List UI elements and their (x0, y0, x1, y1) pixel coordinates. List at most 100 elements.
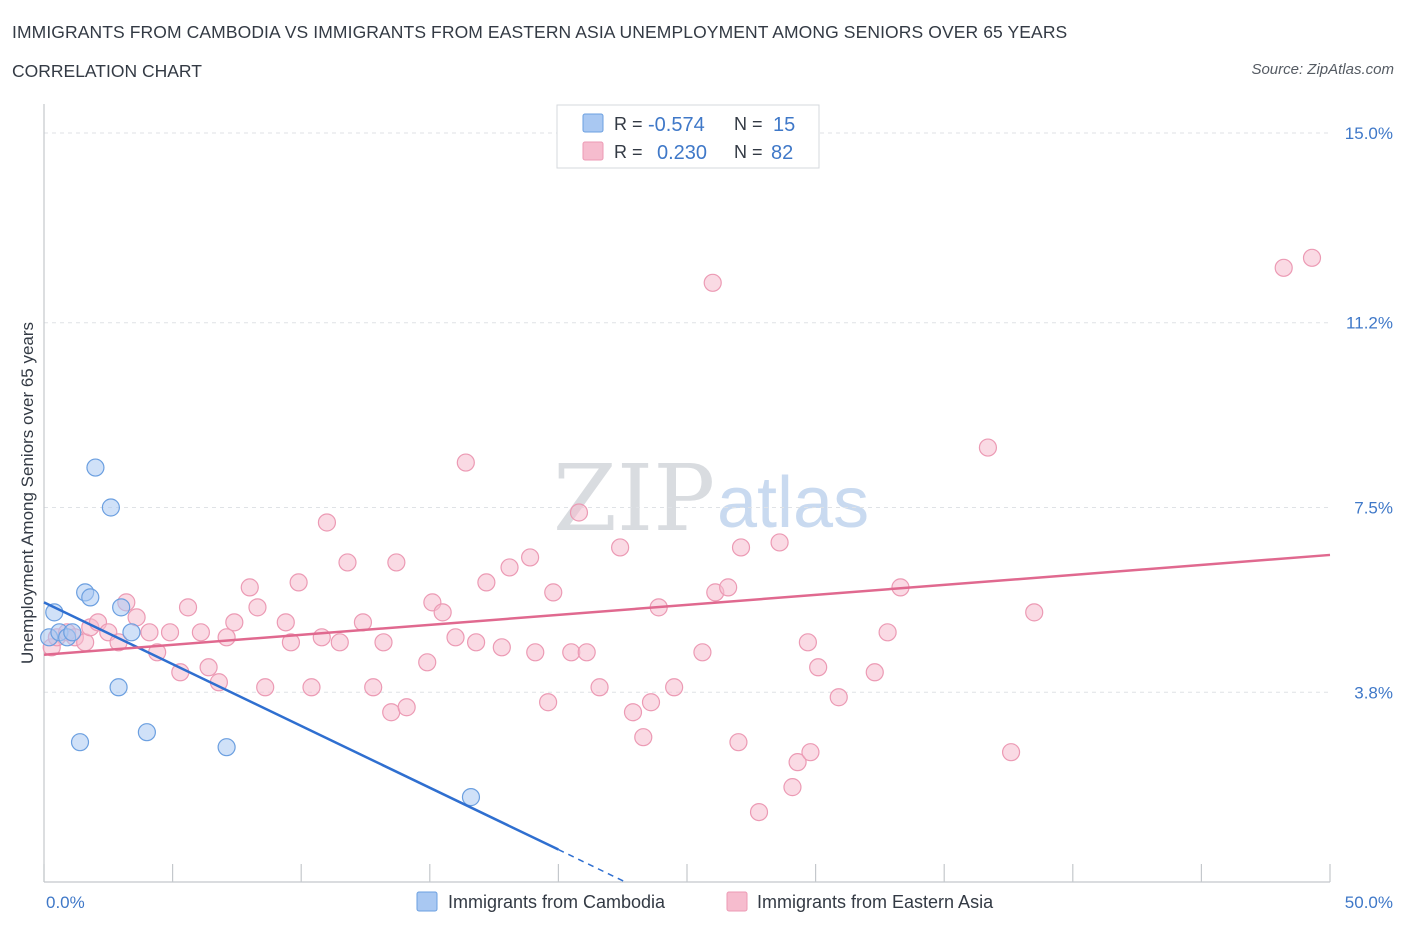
eastern-asia-point-64 (703, 273, 722, 292)
eastern-asia-point-26 (289, 573, 308, 592)
eastern-asia-point-16 (191, 623, 210, 642)
cambodia-point-15 (461, 788, 481, 807)
eastern-asia-point-65 (729, 733, 748, 752)
eastern-asia-point-63 (719, 578, 738, 597)
eastern-asia-point-48 (526, 643, 545, 662)
y-axis-label: Unemployment Among Seniors over 65 years (18, 322, 37, 664)
cambodia-point-4 (63, 623, 82, 642)
eastern-asia-point-21 (240, 578, 259, 597)
chart-subtitle: CORRELATION CHART (12, 61, 202, 81)
eastern-asia-point-46 (500, 558, 519, 577)
eastern-asia-point-43 (466, 633, 486, 652)
eastern-asia-point-37 (397, 698, 416, 717)
eastern-asia-point-47 (521, 548, 540, 567)
eastern-asia-point-11 (140, 623, 159, 642)
eastern-asia-point-79 (1001, 743, 1021, 762)
chart-title: IMMIGRANTS FROM CAMBODIA VS IMMIGRANTS F… (12, 22, 1068, 42)
eastern-asia-point-66 (749, 802, 769, 822)
eastern-asia-point-20 (225, 613, 244, 632)
eastern-asia-point-70 (788, 753, 807, 772)
cambodia-point-8 (86, 458, 105, 477)
legend-n-label-eastern-asia: N = (734, 142, 763, 162)
eastern-asia-point-69 (783, 778, 802, 797)
gridlines (44, 132, 1330, 693)
eastern-asia-point-50 (544, 583, 563, 602)
eastern-asia-point-67 (731, 538, 751, 557)
eastern-asia-point-15 (178, 598, 198, 617)
eastern-asia-point-19 (217, 628, 236, 647)
eastern-asia-point-24 (276, 613, 295, 632)
cambodia-point-5 (70, 733, 90, 752)
legend-r-label-eastern-asia: R = (614, 142, 643, 162)
eastern-asia-point-53 (577, 643, 596, 662)
eastern-asia-point-52 (569, 503, 589, 522)
eastern-asia-point-22 (248, 598, 267, 617)
watermark-zip: ZIP (553, 445, 715, 552)
legend-swatch-cambodia (582, 113, 604, 133)
eastern-asia-point-55 (611, 538, 630, 557)
eastern-asia-point-57 (634, 728, 653, 747)
eastern-asia-point-13 (160, 623, 180, 642)
eastern-asia-point-23 (256, 678, 275, 697)
x-tick-label-1: 50.0% (1345, 893, 1393, 912)
stats-legend: R = -0.574 N = 15 R = 0.230 N = 82 (556, 104, 820, 169)
cambodia-trend-line (43, 601, 559, 851)
eastern-asia-point-71 (798, 633, 817, 652)
eastern-asia-point-60 (665, 678, 684, 697)
eastern-asia-point-28 (312, 628, 331, 647)
eastern-asia-point-32 (353, 613, 373, 632)
watermark-atlas: atlas (717, 463, 869, 543)
bottom-legend-label-cambodia: Immigrants from Cambodia (448, 892, 666, 912)
y-tick-labels: 3.8% 7.5% 11.2% 15.0% (1345, 124, 1393, 702)
eastern-asia-point-81 (1274, 258, 1293, 277)
eastern-asia-point-41 (446, 628, 465, 647)
eastern-asia-point-38 (418, 653, 437, 672)
eastern-asia-point-80 (1025, 603, 1044, 622)
eastern-asia-point-36 (387, 553, 406, 572)
eastern-asia-point-82 (1302, 248, 1322, 267)
eastern-asia-point-40 (433, 603, 452, 622)
eastern-asia-point-78 (978, 438, 998, 457)
cambodia-point-12 (122, 623, 141, 642)
legend-r-value-cambodia: -0.574 (648, 114, 705, 136)
cambodia-point-13 (137, 723, 156, 742)
y-tick-label-3: 15.0% (1345, 124, 1393, 143)
legend-n-value-eastern-asia: 82 (771, 142, 793, 164)
eastern-asia-point-17 (199, 658, 218, 677)
bottom-legend-swatch-cambodia (416, 891, 438, 912)
y-tick-label-1: 7.5% (1354, 499, 1393, 518)
y-tick-label-2: 11.2% (1346, 314, 1393, 333)
legend-swatch-eastern-asia (582, 141, 604, 161)
source-credit: Source: ZipAtlas.com (1251, 61, 1394, 78)
eastern-asia-point-35 (382, 703, 401, 722)
x-tick-label-0: 0.0% (46, 893, 85, 912)
y-tick-label-0: 3.8% (1354, 683, 1393, 702)
eastern-asia-point-27 (302, 678, 321, 697)
eastern-asia-point-49 (539, 693, 558, 712)
cambodia-trend-extension (558, 848, 626, 883)
eastern-asia-point-73 (809, 658, 828, 677)
eastern-asia-point-42 (456, 453, 475, 472)
eastern-asia-point-74 (829, 688, 848, 707)
eastern-asia-point-34 (374, 633, 393, 652)
legend-n-label-cambodia: N = (734, 114, 763, 134)
watermark: ZIP atlas (553, 445, 869, 552)
eastern-asia-point-29 (317, 513, 337, 532)
eastern-asia-trend-line (43, 553, 1331, 657)
cambodia-point-7 (81, 588, 100, 607)
cambodia-point-9 (101, 498, 120, 517)
eastern-asia-point-51 (562, 643, 581, 662)
eastern-asia-point-30 (330, 633, 349, 652)
eastern-asia-point-54 (590, 678, 609, 697)
bottom-legend-label-eastern-asia: Immigrants from Eastern Asia (757, 892, 994, 912)
legend-n-value-cambodia: 15 (773, 114, 795, 136)
eastern-asia-point-75 (865, 663, 884, 682)
bottom-legend-swatch-eastern-asia (726, 891, 748, 912)
cambodia-point-11 (112, 598, 131, 617)
eastern-asia-point-61 (693, 643, 712, 662)
eastern-asia-point-76 (878, 623, 897, 642)
eastern-asia-point-33 (364, 678, 383, 697)
eastern-asia-point-45 (492, 638, 511, 657)
eastern-asia-point-31 (338, 553, 357, 572)
